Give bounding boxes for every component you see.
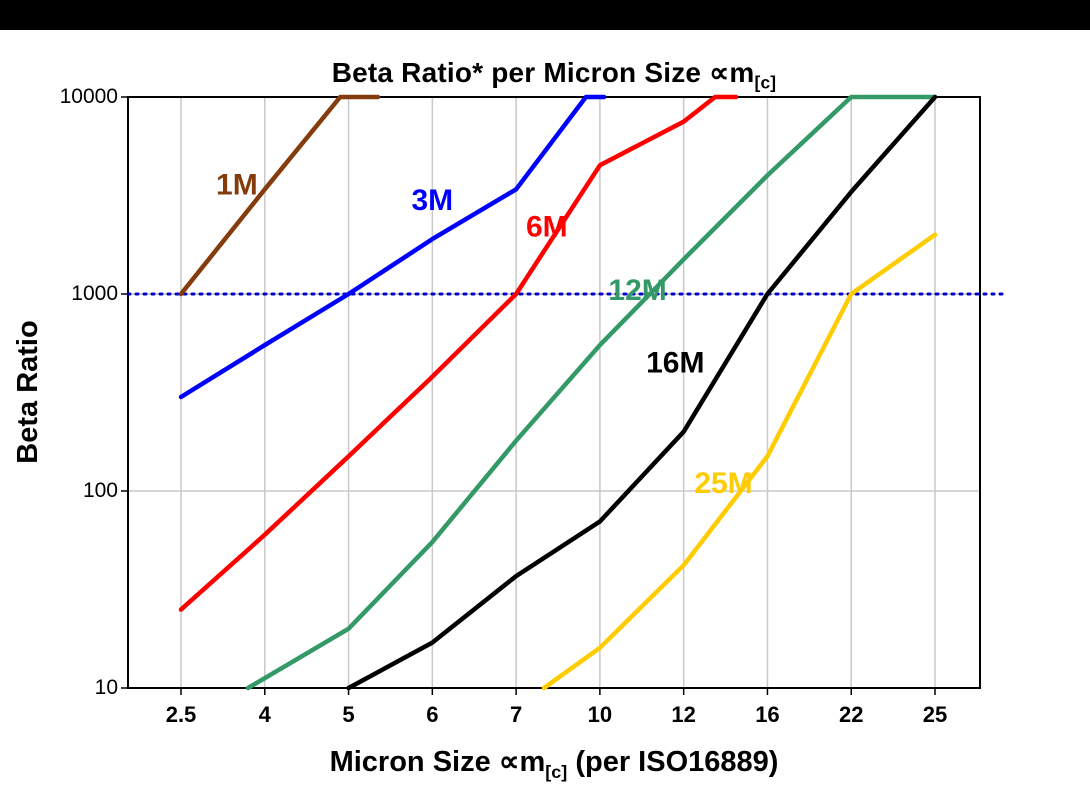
x-axis-label: Micron Size ∝m[c] (per ISO16889) — [128, 744, 980, 783]
y-tick-label: 1000 — [71, 282, 118, 305]
plot-border — [127, 96, 981, 689]
series-label-12m: 12M — [608, 274, 666, 307]
series-label-25m: 25M — [694, 467, 752, 500]
x-tick-label: 6 — [426, 702, 439, 727]
chart-title: Beta Ratio* per Micron Size ∝m[c] — [128, 56, 980, 94]
x-label-micron-symbol: ∝m — [498, 746, 546, 778]
x-label-suffix: (per ISO16889) — [567, 746, 779, 778]
y-tick-label: 10000 — [59, 85, 118, 108]
x-tick-label: 25 — [922, 702, 948, 727]
x-label-prefix: Micron Size — [329, 746, 499, 778]
chart-title-text: Beta Ratio* per Micron Size — [331, 57, 710, 88]
series-label-1m: 1M — [216, 168, 258, 201]
x-tick-label: 10 — [587, 702, 613, 727]
x-tick-label: 2.5 — [165, 702, 197, 727]
series-label-16m: 16M — [646, 346, 704, 379]
x-tick-label: 22 — [838, 702, 864, 727]
micron-symbol: ∝m — [709, 57, 755, 88]
series-line-6m — [178, 94, 739, 612]
x-label-micron-subscript: [c] — [545, 761, 568, 782]
series-line-25m — [541, 232, 938, 691]
y-axis-label: Beta Ratio — [12, 320, 44, 464]
series-line-1m — [178, 94, 381, 297]
x-tick-label: 4 — [258, 702, 271, 727]
y-tick-label: 100 — [82, 479, 118, 502]
x-tick-label: 12 — [671, 702, 696, 727]
x-tick-label: 5 — [342, 702, 355, 727]
x-tick-label: 7 — [509, 702, 523, 727]
series-line-16m — [346, 94, 938, 691]
y-tick-label: 10 — [94, 676, 118, 699]
micron-subscript: [c] — [754, 72, 777, 93]
series-label-3m: 3M — [411, 184, 453, 217]
top-bar — [0, 0, 1090, 30]
plot-area: 1M 3M 6M 12M 16M 25M — [121, 94, 1008, 695]
x-tick-label: 16 — [755, 702, 780, 727]
series-line-12m — [245, 94, 938, 691]
series-line-3m — [178, 94, 607, 400]
series-label-6m: 6M — [526, 211, 568, 244]
